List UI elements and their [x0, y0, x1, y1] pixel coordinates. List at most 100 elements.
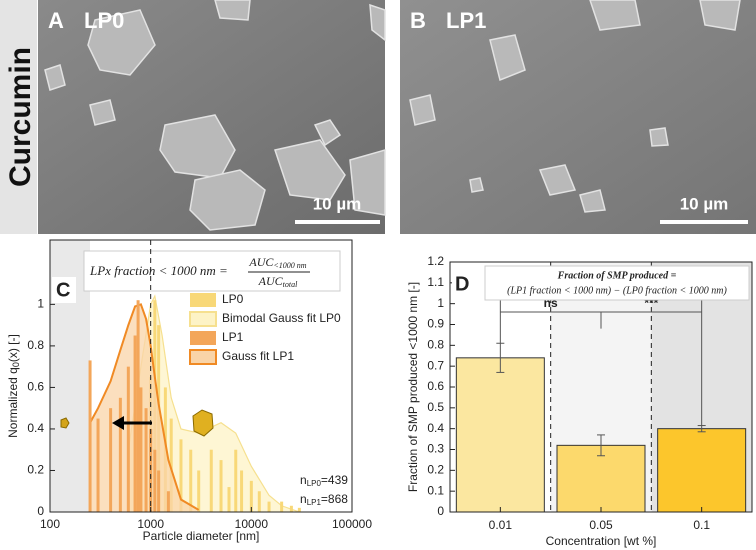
y-tick-label: 1.1	[427, 275, 444, 289]
histogram-bar	[109, 408, 113, 512]
panel-letter: C	[56, 279, 70, 301]
histogram-bar	[157, 470, 161, 512]
text-part: n	[300, 473, 307, 487]
arrow-head	[112, 416, 124, 430]
text-part: Normalized q	[6, 367, 20, 438]
row-label-bg	[0, 0, 37, 234]
y-tick-label: 0.6	[27, 380, 44, 394]
scale-label: 10 µm	[680, 194, 729, 213]
y-tick-label: 0.4	[27, 421, 44, 435]
legend-swatch	[190, 331, 216, 345]
text-part: AUC	[248, 255, 274, 269]
x-axis-label: Concentration [wt %]	[546, 534, 657, 548]
text-part: =439	[321, 473, 348, 487]
histogram-bar	[234, 449, 238, 512]
text-part: n	[300, 492, 307, 506]
histogram-bar	[289, 505, 293, 512]
particles	[44, 0, 741, 231]
formula-body: (LP1 fraction < 1000 nm) − (LP0 fraction…	[507, 285, 727, 296]
text-part: =868	[321, 492, 348, 506]
x-tick-label: 0.05	[589, 518, 613, 532]
bar	[657, 428, 747, 513]
x-tick-label: 0.1	[693, 518, 710, 532]
y-tick-label: 0.2	[27, 463, 44, 477]
count-annotation: nLP0=439	[300, 473, 348, 488]
y-tick-label: 0.4	[427, 421, 444, 435]
y-tick-label: 0.5	[427, 400, 444, 414]
panel-label: LP0	[84, 8, 124, 33]
histogram-bar	[249, 480, 253, 512]
y-tick-label: 0.8	[427, 338, 444, 352]
text-part: (x) [-]	[6, 334, 20, 362]
x-tick-label: 1000	[137, 517, 164, 531]
histogram-bar	[179, 439, 183, 512]
histogram-bar	[227, 487, 231, 512]
fit-line	[127, 294, 300, 513]
histogram-bar	[267, 501, 271, 512]
histogram-bar	[166, 491, 170, 512]
panel-letter: D	[455, 273, 469, 295]
histogram-bar	[257, 491, 261, 512]
formula-den: AUCtotal	[258, 274, 298, 289]
y-tick-label: 1.2	[427, 254, 444, 268]
y-axis-label: Normalized q0(x) [-]	[6, 334, 21, 438]
legend-label: LP0	[222, 292, 244, 306]
y-tick-label: 0.9	[427, 317, 444, 331]
histogram-bar	[136, 300, 140, 512]
legend-swatch	[189, 311, 217, 327]
legend-swatch	[189, 349, 217, 365]
y-tick-label: 0.8	[27, 338, 44, 352]
formula-box	[83, 250, 341, 292]
x-tick-label: 100	[40, 517, 60, 531]
y-tick-label: 0.6	[427, 379, 444, 393]
scale-label: 10 µm	[313, 194, 362, 213]
text-part: AUC	[258, 274, 284, 288]
bar	[455, 357, 545, 513]
histogram-bar	[280, 501, 284, 512]
y-tick-label: 1	[37, 297, 44, 311]
legend-label: Gauss fit LP1	[222, 349, 294, 363]
formula-box	[484, 265, 750, 301]
y-tick-label: 0.3	[427, 442, 444, 456]
histogram-bar	[197, 470, 201, 512]
histogram-bar	[88, 360, 92, 512]
histogram-bar	[96, 418, 100, 512]
letter-bg	[452, 271, 476, 297]
panel-label: LP1	[446, 8, 486, 33]
letter-bg	[52, 277, 76, 303]
histogram-bar	[189, 449, 193, 512]
text-part: LP1	[307, 498, 322, 507]
sem-image	[400, 0, 756, 234]
y-tick-label: 0	[37, 504, 44, 518]
fit-area	[90, 304, 199, 512]
crystal-icon	[192, 409, 214, 437]
y-tick-label: 1	[437, 296, 444, 310]
panel-letter: A	[48, 8, 64, 33]
text-part: 0	[11, 362, 21, 367]
text-part: LP0	[307, 479, 322, 488]
panel-letter: B	[410, 8, 426, 33]
histogram-bar	[126, 366, 130, 512]
histogram-bar	[240, 470, 244, 512]
y-tick-label: 0.7	[427, 358, 444, 372]
x-tick-label: 0.01	[489, 518, 513, 532]
histogram-bar	[149, 428, 153, 512]
histogram-bar	[209, 449, 213, 512]
legend-label: Bimodal Gauss fit LP0	[222, 311, 341, 325]
x-tick-label: 100000	[332, 517, 372, 531]
crystal-icon	[60, 417, 70, 429]
histogram-bar	[118, 397, 122, 512]
histogram-bar	[153, 449, 157, 512]
row-label: Curcumin	[4, 47, 37, 187]
formula-title: Fraction of SMP produced =	[557, 270, 677, 281]
histogram-bar	[144, 408, 148, 512]
histogram-bar	[297, 507, 301, 512]
histogram-bar	[169, 418, 173, 512]
y-axis-label: Fraction of SMP produced <1000 nm [-]	[406, 282, 420, 492]
y-tick-label: 0.2	[427, 463, 444, 477]
y-tick-label: 0	[437, 504, 444, 518]
y-tick-label: 0.1	[427, 483, 444, 497]
formula-num: AUC<1000 nm	[248, 255, 306, 270]
histogram-bar	[219, 460, 223, 512]
